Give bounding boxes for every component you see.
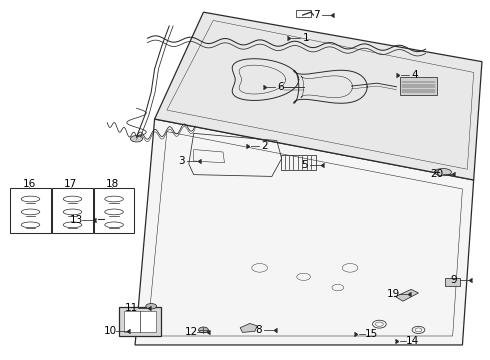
Text: 13: 13 [70, 215, 83, 225]
Text: 1: 1 [303, 33, 309, 43]
FancyBboxPatch shape [400, 77, 437, 95]
Text: 14: 14 [406, 336, 419, 346]
Text: 12: 12 [185, 327, 198, 337]
Text: 15: 15 [365, 329, 378, 339]
FancyBboxPatch shape [94, 188, 134, 233]
Text: 4: 4 [411, 70, 418, 80]
Polygon shape [155, 12, 482, 180]
Ellipse shape [198, 327, 208, 333]
Text: 2: 2 [261, 141, 268, 151]
Ellipse shape [99, 216, 112, 223]
Text: 19: 19 [387, 289, 400, 299]
Ellipse shape [434, 168, 451, 176]
FancyBboxPatch shape [119, 307, 161, 336]
Ellipse shape [146, 303, 157, 309]
Polygon shape [240, 323, 257, 332]
Text: 3: 3 [178, 156, 185, 166]
FancyBboxPatch shape [10, 188, 50, 233]
Ellipse shape [130, 135, 143, 142]
Text: 6: 6 [277, 82, 284, 92]
Text: 5: 5 [301, 160, 308, 170]
Polygon shape [135, 119, 474, 345]
Text: 8: 8 [255, 325, 262, 335]
Text: 11: 11 [125, 303, 138, 314]
Polygon shape [395, 289, 418, 301]
Text: 17: 17 [64, 179, 77, 189]
Text: 10: 10 [104, 325, 117, 336]
Text: 20: 20 [430, 168, 443, 179]
Text: 7: 7 [313, 10, 319, 20]
Text: 9: 9 [451, 275, 458, 285]
FancyBboxPatch shape [445, 278, 461, 286]
FancyBboxPatch shape [124, 311, 156, 332]
Text: 18: 18 [105, 179, 119, 189]
Text: 16: 16 [23, 179, 36, 189]
FancyBboxPatch shape [52, 188, 93, 233]
